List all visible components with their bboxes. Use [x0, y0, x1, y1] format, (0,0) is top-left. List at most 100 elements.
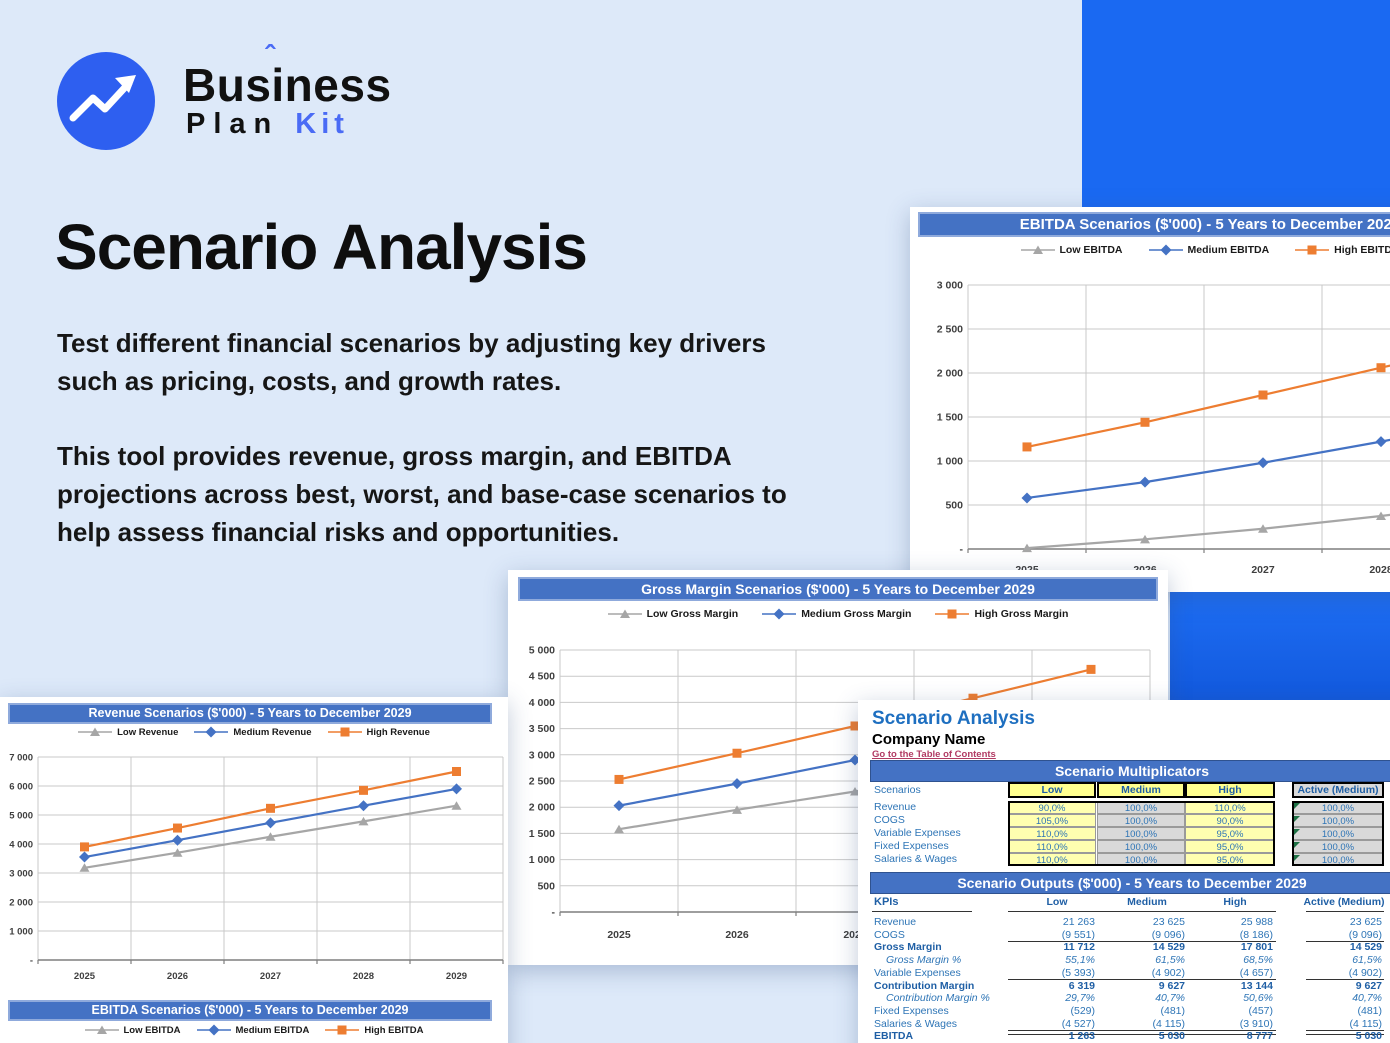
legend-label: Low Gross Margin: [646, 608, 739, 620]
outputs-cell: 14 529: [1349, 941, 1382, 954]
multiplicators-scenarios-label: Scenarios: [874, 784, 921, 796]
multiplicator-row-label: Fixed Expenses: [874, 840, 949, 852]
outputs-row-label: Variable Expenses: [874, 966, 961, 979]
svg-text:4 000: 4 000: [9, 840, 33, 851]
outputs-cell: (4 902): [1151, 966, 1185, 979]
row-double-underline: [1008, 1029, 1276, 1035]
ebitda-bottom-chart-legend: Low EBITDA Medium EBITDA High EBITDA: [0, 1024, 508, 1036]
svg-text:2 000: 2 000: [529, 802, 555, 814]
legend-label: Medium EBITDA: [1187, 244, 1270, 256]
multiplicator-cell[interactable]: 105,0%: [1008, 814, 1096, 827]
hero-paragraph-1: Test different financial scenarios by ad…: [57, 328, 766, 396]
svg-text:2 500: 2 500: [937, 324, 963, 336]
outputs-cell: 68,5%: [1243, 954, 1273, 967]
outputs-cell: 13 144: [1240, 979, 1273, 992]
svg-text:-: -: [552, 907, 556, 919]
svg-text:6 000: 6 000: [9, 782, 33, 793]
table-of-contents-link[interactable]: Go to the Table of Contents: [872, 749, 996, 760]
revenue-chart-title-bar: Revenue Scenarios ($'000) - 5 Years to D…: [8, 703, 492, 724]
cell-comment-triangle-icon: [1294, 829, 1300, 835]
cell-comment-triangle-icon: [1294, 803, 1300, 809]
svg-text:2027: 2027: [260, 971, 281, 982]
outputs-row-label: Revenue: [874, 916, 917, 928]
legend-label: High EBITDA: [1334, 244, 1390, 256]
legend-item-low-revenue: Low Revenue: [78, 726, 178, 738]
multiplicator-cell[interactable]: 90,0%: [1185, 814, 1275, 827]
multiplicators-title-bar: Scenario Multiplicators: [870, 760, 1390, 782]
multiplicator-cell: 100,0%: [1097, 827, 1185, 840]
svg-text:2026: 2026: [167, 971, 188, 982]
gross-margin-chart-legend: Low Gross Margin Medium Gross Margin High …: [508, 608, 1168, 620]
legend-label: Low EBITDA: [123, 1024, 181, 1036]
svg-text:3 000: 3 000: [529, 749, 555, 761]
multiplicator-cell[interactable]: 90,0%: [1008, 801, 1096, 814]
outputs-row-label: Gross Margin %: [886, 954, 962, 967]
outputs-cell: 6 319: [1068, 979, 1095, 992]
triangle-legend-marker-icon: [84, 1025, 119, 1034]
logo-wordmark-business: Business: [183, 59, 392, 111]
outputs-cell: (4 115): [1152, 1017, 1186, 1030]
outputs-cell: 14 529: [1152, 941, 1185, 954]
multiplicator-cell: 100,0%: [1097, 853, 1185, 866]
multiplicator-cell[interactable]: 110,0%: [1008, 853, 1096, 866]
row-double-underline: [1306, 1029, 1384, 1035]
svg-text:2028: 2028: [353, 971, 374, 982]
outputs-row-label: Fixed Expenses: [874, 1004, 949, 1017]
multiplicator-cell[interactable]: 110,0%: [1008, 827, 1096, 840]
multiplicator-cell[interactable]: 95,0%: [1185, 853, 1275, 866]
cell-comment-triangle-icon: [1294, 842, 1300, 848]
outputs-cell: (4 657): [1239, 966, 1273, 979]
row-underline: [1306, 941, 1384, 943]
outputs-cell: 11 712: [1063, 941, 1095, 954]
multiplicators-column-header-medium: Medium: [1097, 782, 1185, 798]
svg-text:2028: 2028: [1369, 564, 1390, 576]
legend-label: Low Revenue: [117, 726, 179, 738]
multiplicator-cell[interactable]: 95,0%: [1185, 840, 1275, 853]
outputs-cell: 23 625: [1152, 916, 1185, 928]
multiplicator-active-cell: 100,0%: [1292, 801, 1384, 814]
ebitda-chart-legend: Low EBITDA Medium EBITDA High EBITDA: [910, 244, 1390, 256]
gross-margin-chart-title-bar: Gross Margin Scenarios ($'000) - 5 Years…: [518, 577, 1158, 601]
legend-item-high-revenue: High Revenue: [327, 726, 430, 738]
multiplicator-cell[interactable]: 95,0%: [1185, 827, 1275, 840]
outputs-cell: (529): [1070, 1004, 1095, 1017]
ebitda-bottom-chart-title-bar: EBITDA Scenarios ($'000) - 5 Years to De…: [8, 1000, 492, 1021]
outputs-cell: 55,1%: [1065, 954, 1095, 967]
outputs-cell: (3 910): [1239, 1017, 1273, 1030]
multiplicators-active-column-header: Active (Medium): [1292, 782, 1384, 798]
multiplicator-row-label: COGS: [874, 814, 905, 826]
outputs-cell: (8 186): [1239, 928, 1273, 941]
logo-wordmark-line2: Plan Kit: [186, 108, 349, 141]
legend-label: High Gross Margin: [974, 608, 1069, 620]
company-name: Company Name: [872, 731, 986, 748]
outputs-column-header-high: High: [1223, 896, 1247, 908]
multiplicator-row-label: Revenue: [874, 801, 917, 813]
svg-text:1 500: 1 500: [937, 412, 963, 424]
outputs-row-label: EBITDA: [874, 1030, 914, 1043]
row-underline: [1306, 979, 1384, 981]
outputs-cell: 8 777: [1246, 1030, 1273, 1043]
square-legend-marker-icon: [935, 609, 970, 619]
legend-item-high-ebitda: High EBITDA: [325, 1024, 424, 1036]
svg-text:4 500: 4 500: [529, 671, 555, 683]
outputs-cell: 5 030: [1158, 1030, 1185, 1043]
cell-comment-triangle-icon: [1294, 855, 1300, 861]
svg-text:2025: 2025: [74, 971, 96, 982]
svg-text:2027: 2027: [1251, 564, 1275, 576]
svg-text:5 000: 5 000: [529, 645, 555, 657]
multiplicator-cell[interactable]: 110,0%: [1008, 840, 1096, 853]
row-underline: [1008, 979, 1276, 981]
ebitda-chart-panel: EBITDA Scenarios ($'000) - 5 Years to De…: [910, 207, 1390, 592]
svg-text:2 500: 2 500: [529, 776, 555, 788]
square-legend-marker-icon: [1295, 245, 1330, 255]
outputs-title-bar: Scenario Outputs ($'000) - 5 Years to De…: [870, 872, 1390, 894]
multiplicator-active-cell: 100,0%: [1292, 814, 1384, 827]
page-title: Scenario Analysis: [55, 211, 588, 283]
legend-item-high-ebitda: High EBITDA: [1295, 244, 1390, 256]
outputs-row-label: Gross Margin: [874, 941, 942, 954]
multiplicator-cell[interactable]: 110,0%: [1185, 801, 1275, 814]
outputs-cell: (4 115): [1349, 1017, 1383, 1030]
svg-text:5 000: 5 000: [9, 811, 33, 822]
outputs-cell: (4 527): [1061, 1017, 1095, 1030]
